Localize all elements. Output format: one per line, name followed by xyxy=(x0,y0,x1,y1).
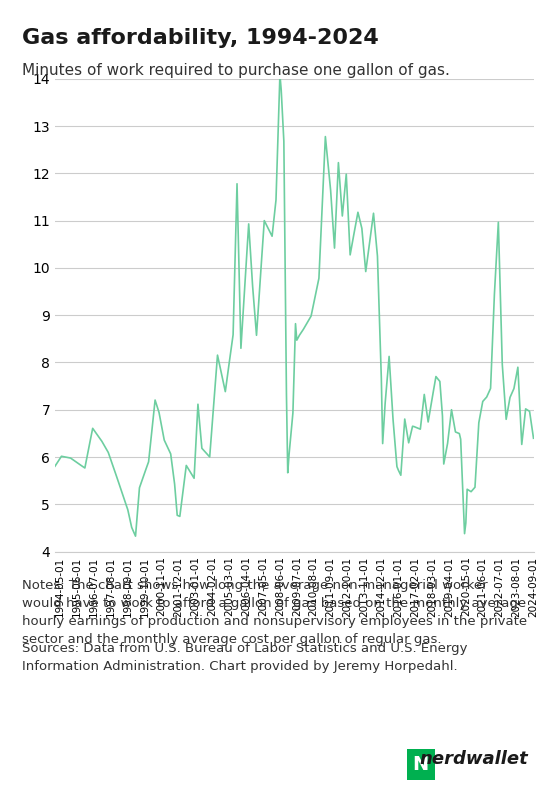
Text: N: N xyxy=(412,755,429,774)
Text: Minutes of work required to purchase one gallon of gas.: Minutes of work required to purchase one… xyxy=(22,63,450,78)
Text: nerdwallet: nerdwallet xyxy=(419,750,528,768)
Text: Sources: Data from U.S. Bureau of Labor Statistics and U.S. Energy
Information A: Sources: Data from U.S. Bureau of Labor … xyxy=(22,642,467,673)
Text: Gas affordability, 1994-2024: Gas affordability, 1994-2024 xyxy=(22,28,379,47)
Text: Notes: The chart shows how long the average non-managerial worker
would have to : Notes: The chart shows how long the aver… xyxy=(22,579,527,646)
